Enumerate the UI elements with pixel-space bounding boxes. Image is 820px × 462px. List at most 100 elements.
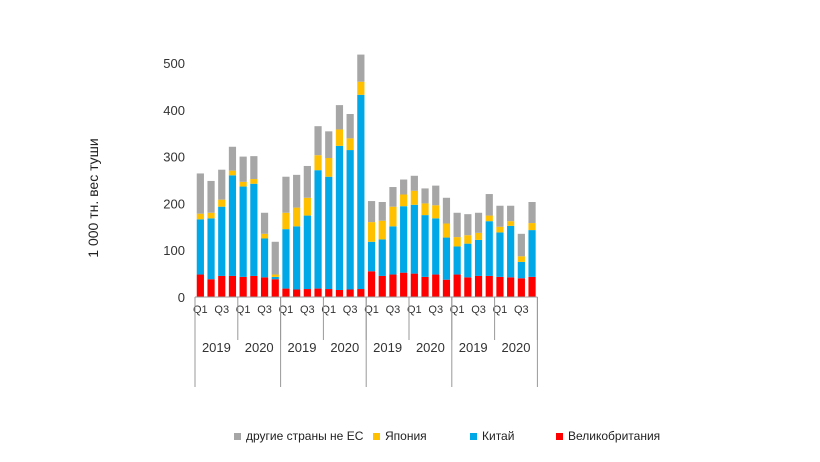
y-tick-label: 200 [163, 196, 185, 211]
bar-segment [207, 180, 215, 213]
bar-segment [421, 215, 429, 277]
bar-segment [357, 289, 365, 297]
year-label: 2019 [459, 340, 488, 355]
bar-segment [303, 215, 311, 290]
bar-segment [239, 186, 247, 277]
bar-segment [528, 230, 536, 277]
bar-segment [367, 222, 376, 242]
bar-segment [218, 275, 226, 297]
year-label: 2020 [330, 340, 359, 355]
bar-segment [485, 275, 493, 297]
bar-segment [421, 276, 429, 297]
bar-segment [282, 229, 290, 289]
bar-segment [464, 277, 472, 297]
bar-segment [517, 278, 525, 297]
bar-segment [250, 183, 258, 276]
bar-segment [357, 54, 365, 82]
bar-segment [464, 243, 472, 278]
bar-segment [464, 214, 472, 236]
bar-segment [378, 220, 386, 240]
bar-segment [196, 274, 204, 297]
bar-segment [357, 81, 365, 95]
legend-swatch [373, 433, 380, 440]
bar-segment [271, 274, 279, 277]
legend-label: Великобритания [568, 429, 660, 443]
x-tick-label: Q3 [300, 304, 315, 316]
bar-segment [335, 105, 344, 130]
year-label: 2019 [202, 340, 231, 355]
x-tick-label: Q1 [279, 304, 294, 316]
bar-segment [474, 212, 483, 233]
y-tick-label: 100 [163, 243, 185, 258]
x-tick-label: Q3 [343, 304, 358, 316]
bar-segment [410, 190, 418, 205]
bar-segment [207, 218, 215, 280]
y-axis-label: 1 000 тн. вес туши [85, 138, 101, 257]
bar-segment [528, 202, 536, 224]
bar-segment [335, 289, 344, 297]
x-axis: Q1 Q3 Q1 Q3 Q1 Q3 Q1 Q3 Q1 Q3 Q1 Q3 Q1 Q3 Q1 Q3 2019 2020… [193, 296, 538, 387]
bar-segment [325, 176, 333, 290]
y-tick-label: 300 [163, 150, 185, 165]
bar-segment [432, 218, 440, 275]
x-tick-label: Q1 [407, 304, 422, 316]
bar-segment [218, 206, 226, 276]
bar-segment [239, 276, 247, 297]
bar-segment [421, 203, 429, 216]
bar-segment [271, 276, 279, 280]
bar-segment [507, 225, 515, 278]
bar-segment [282, 212, 290, 230]
bar-segment [453, 246, 461, 275]
bar-segment [271, 279, 279, 297]
bar-segment [260, 233, 269, 239]
bar-segment [228, 170, 237, 176]
x-tick-label: Q3 [514, 304, 529, 316]
bar-segment [218, 169, 226, 200]
bar-segment [507, 205, 515, 222]
bar-segment [218, 199, 226, 207]
bar-segment [346, 138, 354, 151]
bar-segment [410, 175, 418, 191]
bar-segment [496, 232, 504, 277]
x-tick-label: Q3 [257, 304, 272, 316]
legend-label: другие страны не ЕС [246, 429, 364, 443]
bar-segment [496, 276, 504, 297]
bar-segment [528, 223, 536, 231]
bar-segment [410, 204, 418, 274]
bar-segment [421, 188, 429, 204]
year-label: 2019 [288, 340, 317, 355]
x-tick-label: Q1 [321, 304, 336, 316]
bar-segment [496, 226, 504, 233]
bar-segment [346, 289, 354, 297]
bar-segment [346, 150, 354, 290]
bar-segment [260, 212, 269, 234]
bar-segment [228, 175, 237, 276]
bar-segment [378, 275, 386, 297]
bar-segment [282, 176, 290, 213]
bar-segment [389, 187, 397, 207]
bar-segment [485, 215, 493, 222]
y-tick-label: 0 [178, 290, 185, 305]
year-label: 2020 [502, 340, 531, 355]
y-tick-label: 400 [163, 103, 185, 118]
legend-swatch [556, 433, 563, 440]
bar-segment [303, 165, 311, 198]
bar-segment [453, 212, 461, 238]
bar-segment [517, 233, 525, 257]
bar-segment [207, 212, 215, 219]
bar-segment [293, 174, 301, 208]
bar-segment [335, 129, 344, 146]
bar-segment [400, 206, 408, 273]
bar-segment [282, 288, 290, 297]
bar-segment [250, 156, 258, 180]
bar-segment [507, 221, 515, 226]
bar-segment [464, 235, 472, 244]
bar-segment [496, 205, 504, 227]
bar-segment [303, 197, 311, 216]
x-tick-label: Q3 [214, 304, 229, 316]
bar-segment [303, 289, 311, 297]
bar-segment [485, 194, 493, 216]
bar-segment [389, 274, 397, 297]
x-tick-label: Q1 [364, 304, 379, 316]
